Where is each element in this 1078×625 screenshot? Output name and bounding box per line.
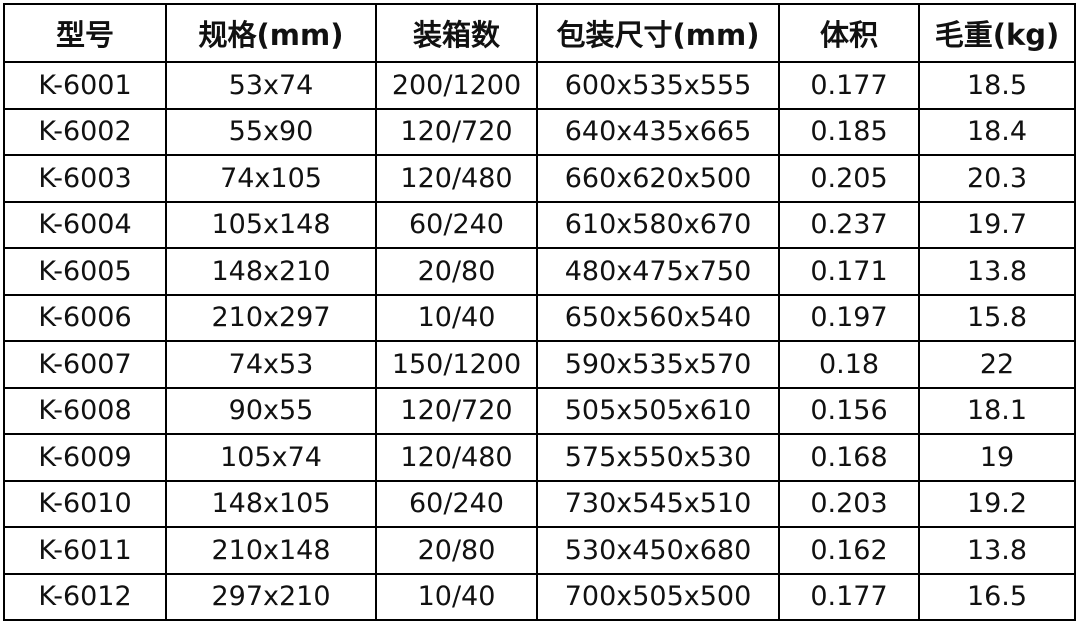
column-header: 型号 <box>3 3 167 63</box>
table-cell: 650x560x540 <box>536 293 780 342</box>
table-cell: K-6012 <box>3 572 167 621</box>
table-row: K-6010 148x105 60/240 730x545x510 0.203 19.2 <box>3 479 1076 528</box>
table-row: K-6005 148x210 20/80 480x475x750 0.171 13.8 <box>3 247 1076 296</box>
table-row: K-6003 74x105 120/480 660x620x500 0.205 20.3 <box>3 154 1076 203</box>
table-cell: 505x505x610 <box>536 386 780 435</box>
table-cell: 16.5 <box>918 572 1076 621</box>
table-row: K-6006 210x297 10/40 650x560x540 0.197 15.8 <box>3 293 1076 342</box>
table-cell: 19.2 <box>918 479 1076 528</box>
table-cell: 0.177 <box>778 61 920 110</box>
table-row: K-6011 210x148 20/80 530x450x680 0.162 13.8 <box>3 526 1076 575</box>
table-cell: 13.8 <box>918 247 1076 296</box>
table-cell: 120/720 <box>375 107 538 156</box>
table-cell: 297x210 <box>165 572 377 621</box>
table-cell: 150/1200 <box>375 340 538 389</box>
table-cell: 0.185 <box>778 107 920 156</box>
table-row: K-6008 90x55 120/720 505x505x610 0.156 18.1 <box>3 386 1076 435</box>
table-cell: 10/40 <box>375 572 538 621</box>
table-cell: K-6011 <box>3 526 167 575</box>
table-cell: 105x74 <box>165 433 377 482</box>
column-header: 包装尺寸(mm) <box>536 3 780 63</box>
column-header: 毛重(kg) <box>918 3 1076 63</box>
table-cell: 0.237 <box>778 200 920 249</box>
table-cell: 730x545x510 <box>536 479 780 528</box>
table-cell: 120/480 <box>375 154 538 203</box>
table-row: K-6007 74x53 150/1200 590x535x570 0.18 22 <box>3 340 1076 389</box>
table-cell: 20/80 <box>375 247 538 296</box>
table-cell: K-6008 <box>3 386 167 435</box>
table-cell: 0.168 <box>778 433 920 482</box>
table-cell: K-6002 <box>3 107 167 156</box>
table-cell: 200/1200 <box>375 61 538 110</box>
table-cell: 210x148 <box>165 526 377 575</box>
table-cell: 74x53 <box>165 340 377 389</box>
table-cell: 18.5 <box>918 61 1076 110</box>
table-cell: 640x435x665 <box>536 107 780 156</box>
table-body: K-6001 53x74 200/1200 600x535x555 0.177 18.5 K… <box>3 61 1076 621</box>
table-cell: 120/480 <box>375 433 538 482</box>
table-cell: K-6007 <box>3 340 167 389</box>
table-cell: 575x550x530 <box>536 433 780 482</box>
table-row: K-6002 55x90 120/720 640x435x665 0.185 18.4 <box>3 107 1076 156</box>
table-cell: 18.1 <box>918 386 1076 435</box>
table-row: K-6001 53x74 200/1200 600x535x555 0.177 18.5 <box>3 61 1076 110</box>
column-header: 体积 <box>778 3 920 63</box>
table-cell: K-6001 <box>3 61 167 110</box>
header-row: 型号 规格(mm) 装箱数 包装尺寸(mm) 体积 毛重(kg) <box>3 3 1076 63</box>
table-cell: 74x105 <box>165 154 377 203</box>
table-cell: 55x90 <box>165 107 377 156</box>
table-cell: 22 <box>918 340 1076 389</box>
table-cell: 19.7 <box>918 200 1076 249</box>
table-cell: K-6009 <box>3 433 167 482</box>
column-header: 装箱数 <box>375 3 538 63</box>
table-cell: 590x535x570 <box>536 340 780 389</box>
table-cell: 0.162 <box>778 526 920 575</box>
table-cell: 53x74 <box>165 61 377 110</box>
table-cell: 148x210 <box>165 247 377 296</box>
table-cell: K-6010 <box>3 479 167 528</box>
table-cell: 120/720 <box>375 386 538 435</box>
table-cell: 210x297 <box>165 293 377 342</box>
table-cell: 0.197 <box>778 293 920 342</box>
table-cell: 60/240 <box>375 200 538 249</box>
column-header: 规格(mm) <box>165 3 377 63</box>
table-cell: 10/40 <box>375 293 538 342</box>
table-cell: 20/80 <box>375 526 538 575</box>
table-cell: 19 <box>918 433 1076 482</box>
table-cell: 90x55 <box>165 386 377 435</box>
table-cell: 0.171 <box>778 247 920 296</box>
table-cell: 530x450x680 <box>536 526 780 575</box>
table-cell: K-6006 <box>3 293 167 342</box>
table-cell: 700x505x500 <box>536 572 780 621</box>
table-cell: 148x105 <box>165 479 377 528</box>
spec-table: 型号 规格(mm) 装箱数 包装尺寸(mm) 体积 毛重(kg) K-6001 53x74 2… <box>3 3 1076 621</box>
table-cell: 0.205 <box>778 154 920 203</box>
table-cell: 60/240 <box>375 479 538 528</box>
table-cell: K-6005 <box>3 247 167 296</box>
table-cell: 13.8 <box>918 526 1076 575</box>
table-cell: 660x620x500 <box>536 154 780 203</box>
table-row: K-6012 297x210 10/40 700x505x500 0.177 16.5 <box>3 572 1076 621</box>
table-row: K-6004 105x148 60/240 610x580x670 0.237 19.7 <box>3 200 1076 249</box>
table-cell: 18.4 <box>918 107 1076 156</box>
table-cell: 105x148 <box>165 200 377 249</box>
table-cell: 600x535x555 <box>536 61 780 110</box>
table-cell: 15.8 <box>918 293 1076 342</box>
table-cell: 0.203 <box>778 479 920 528</box>
table-cell: 610x580x670 <box>536 200 780 249</box>
table-cell: K-6004 <box>3 200 167 249</box>
table-cell: 0.18 <box>778 340 920 389</box>
table-cell: 0.156 <box>778 386 920 435</box>
table-cell: 20.3 <box>918 154 1076 203</box>
table-cell: 480x475x750 <box>536 247 780 296</box>
table-header: 型号 规格(mm) 装箱数 包装尺寸(mm) 体积 毛重(kg) <box>3 3 1076 63</box>
table-cell: 0.177 <box>778 572 920 621</box>
table-row: K-6009 105x74 120/480 575x550x530 0.168 19 <box>3 433 1076 482</box>
table-cell: K-6003 <box>3 154 167 203</box>
